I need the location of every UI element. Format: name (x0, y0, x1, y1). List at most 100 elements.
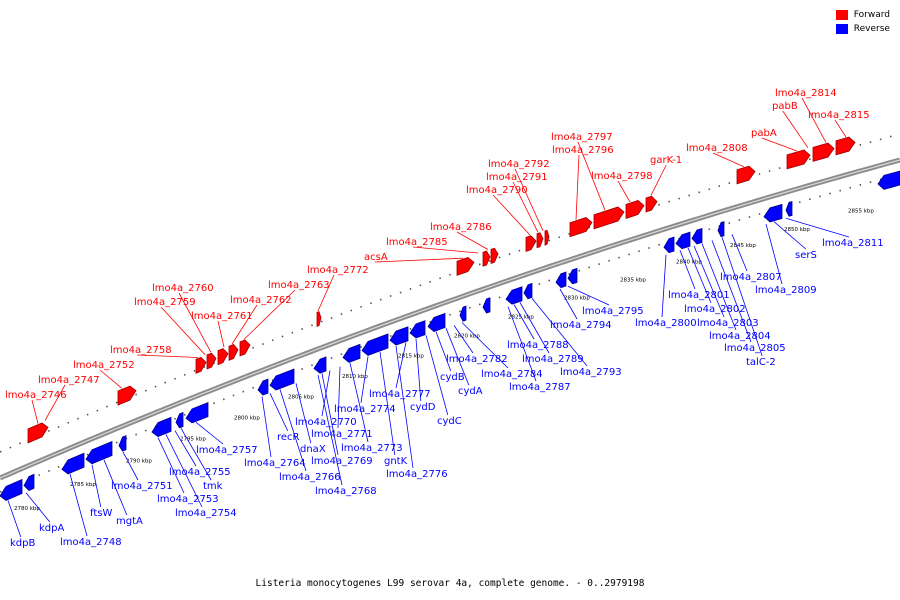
kbp-tick-label: 2790 kbp (126, 459, 152, 465)
reverse-gene-label: lmo4a_2755 (169, 467, 231, 478)
reverse-leader-line (25, 492, 51, 523)
reverse-gene-label: recR (277, 432, 300, 443)
reverse-gene-label: lmo4a_2795 (582, 306, 644, 317)
reverse-leader-line (559, 288, 578, 320)
forward-gene (117, 385, 137, 406)
forward-leader-line (514, 168, 544, 231)
forward-gene (593, 206, 625, 230)
reverse-leader-line (445, 328, 470, 386)
forward-gene (544, 229, 550, 246)
reverse-gene (23, 473, 35, 491)
reverse-gene-label: lmo4a_2754 (175, 508, 237, 519)
reverse-leader-line (415, 338, 422, 402)
reverse-gene-label: cydC (437, 416, 462, 427)
kbp-tick-label: 2850 kbp (784, 227, 810, 233)
legend: Forward Reverse (835, 8, 890, 36)
reverse-gene (427, 312, 446, 332)
forward-gene-label: lmo4a_2798 (591, 171, 653, 182)
reverse-leader-line (349, 362, 369, 443)
forward-gene-label: lmo4a_2746 (5, 390, 67, 401)
reverse-gene (409, 320, 426, 339)
reverse-gene-label: lmo4a_2787 (509, 382, 571, 393)
reverse-gene-label: lmo4a_2788 (507, 340, 569, 351)
reverse-leader-line (519, 302, 550, 354)
reverse-gene-label: talC-2 (746, 357, 776, 368)
forward-leader-line (160, 306, 206, 355)
forward-gene-label: pabB (772, 101, 798, 112)
reverse-gene-label: kdpA (39, 523, 64, 534)
reverse-gene (459, 305, 467, 322)
reverse-leader-line (321, 373, 339, 456)
forward-gene-label: lmo4a_2790 (466, 185, 528, 196)
forward-gene (456, 257, 475, 276)
forward-leader-line (575, 154, 580, 220)
forward-gene (525, 235, 537, 252)
forward-gene-label: pabA (751, 128, 777, 139)
reverse-gene (675, 231, 691, 250)
reverse-gene-label: lmo4a_2801 (668, 290, 730, 301)
kbp-tick-label: 2820 kbp (454, 333, 480, 339)
reverse-gene (257, 378, 269, 396)
reverse-gene (269, 368, 295, 391)
reverse-gene (118, 435, 127, 452)
reverse-gene (523, 282, 533, 300)
forward-gene-label: acsA (364, 252, 388, 263)
forward-leader-line (456, 231, 489, 250)
reverse-gene (505, 286, 523, 305)
reverse-gene-label: lmo4a_2753 (157, 494, 219, 505)
forward-gene (239, 339, 251, 357)
reverse-leader-line (425, 335, 449, 416)
reverse-gene (175, 411, 184, 429)
reverse-leader-line (195, 421, 224, 445)
kbp-tick-label: 2815 kbp (398, 353, 424, 359)
reverse-gene-label: lmo4a_2773 (341, 443, 403, 454)
forward-gene (786, 149, 811, 170)
legend-forward-label: Forward (853, 10, 890, 20)
forward-leader-line (99, 369, 123, 389)
reverse-leader-line (513, 304, 535, 340)
forward-leader-line (650, 164, 667, 196)
reverse-gene-label: lmo4a_2768 (315, 486, 377, 497)
reverse-gene-label: lmo4a_2784 (481, 369, 543, 380)
forward-leader-line (231, 304, 258, 345)
reverse-gene-label: lmo4a_2757 (196, 445, 258, 456)
reverse-gene (342, 343, 361, 363)
reverse-gene-label: gntK (384, 456, 408, 467)
reverse-leader-line (567, 285, 610, 306)
forward-gene (206, 352, 217, 370)
kbp-tick-label: 2830 kbp (564, 296, 590, 302)
reverse-leader-line (295, 383, 312, 444)
reverse-leader-line (122, 451, 139, 481)
forward-leader-line (243, 289, 296, 340)
forward-gene-label: lmo4a_2808 (686, 143, 748, 154)
legend-reverse: Reverse (835, 22, 890, 36)
reverse-gene (555, 271, 567, 289)
forward-swatch (835, 10, 848, 20)
reverse-leader-line (103, 459, 128, 516)
reverse-leader-line (661, 254, 667, 318)
reverse-leader-line (679, 250, 696, 290)
reverse-gene-label: lmo4a_2771 (311, 429, 373, 440)
forward-leader-line (412, 246, 479, 254)
forward-leader-line (178, 292, 212, 353)
reverse-swatch (835, 24, 848, 34)
forward-gene (27, 422, 49, 444)
reverse-leader-line (731, 234, 748, 272)
forward-leader-line (44, 384, 66, 421)
reverse-gene-label: lmo4a_2776 (386, 469, 448, 480)
reverse-leader-line (269, 393, 289, 432)
forward-leader-line (834, 119, 847, 138)
reverse-gene-label: tmk (203, 481, 223, 492)
kbp-tick-label: 2810 kbp (342, 374, 368, 380)
forward-gene-label: lmo4a_2785 (386, 237, 448, 248)
reverse-gene-label: cydA (458, 386, 483, 397)
reverse-leader-line (157, 437, 185, 494)
forward-gene-label: lmo4a_2752 (73, 360, 135, 371)
forward-gene-label: lmo4a_2760 (152, 283, 214, 294)
reverse-leader-line (174, 430, 197, 467)
reverse-gene-label: lmo4a_2777 (369, 389, 431, 400)
genome-backbone-highlight (0, 159, 900, 479)
forward-leader-line (31, 399, 39, 424)
